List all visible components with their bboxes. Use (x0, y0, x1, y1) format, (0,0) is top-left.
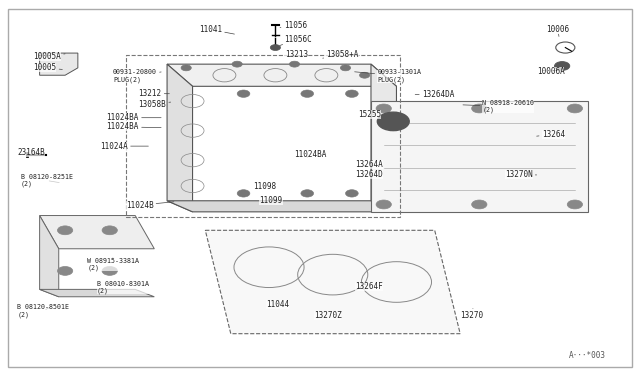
Text: 00933-1301A
PLUG(2): 00933-1301A PLUG(2) (355, 69, 421, 83)
Text: 23164B: 23164B (17, 148, 45, 157)
Text: 11099: 11099 (259, 196, 283, 205)
Circle shape (102, 266, 117, 275)
Circle shape (376, 200, 392, 209)
Text: 13270Z: 13270Z (314, 311, 341, 320)
Circle shape (346, 90, 358, 97)
Text: 10006: 10006 (546, 25, 570, 36)
Circle shape (472, 104, 487, 113)
Circle shape (376, 104, 392, 113)
Text: 11044: 11044 (266, 300, 289, 310)
Polygon shape (167, 64, 396, 86)
Text: 13264: 13264 (537, 130, 565, 139)
Text: 11024A: 11024A (100, 142, 148, 151)
Polygon shape (371, 101, 588, 212)
Text: 13212: 13212 (138, 89, 170, 98)
Text: 11056C: 11056C (280, 35, 312, 45)
Text: 13270N: 13270N (505, 170, 537, 179)
Circle shape (58, 266, 73, 275)
Circle shape (232, 61, 243, 67)
Circle shape (270, 45, 280, 51)
Text: 11024BA: 11024BA (294, 150, 327, 159)
Polygon shape (40, 215, 59, 297)
Circle shape (567, 104, 582, 113)
Circle shape (360, 72, 370, 78)
Polygon shape (40, 53, 78, 75)
Text: 13270: 13270 (460, 309, 483, 320)
Text: 00931-20800
PLUG(2): 00931-20800 PLUG(2) (113, 69, 161, 83)
Text: B 08120-8501E
(2): B 08120-8501E (2) (17, 304, 69, 318)
Text: 10005: 10005 (33, 63, 62, 72)
Text: N 08918-20610
(2): N 08918-20610 (2) (463, 100, 534, 113)
Circle shape (378, 112, 409, 131)
Circle shape (472, 200, 487, 209)
Polygon shape (40, 289, 154, 297)
Text: 11024BA: 11024BA (106, 113, 161, 122)
Polygon shape (40, 215, 154, 249)
Text: 11056: 11056 (280, 21, 307, 30)
Text: B 08010-8301A
(2): B 08010-8301A (2) (97, 281, 149, 294)
Circle shape (301, 190, 314, 197)
Text: 13264D: 13264D (355, 170, 383, 179)
Circle shape (181, 65, 191, 71)
Text: 13058B: 13058B (138, 100, 171, 109)
Polygon shape (167, 64, 193, 212)
Text: 13264DA: 13264DA (415, 90, 454, 99)
Circle shape (301, 90, 314, 97)
Text: A···*003: A···*003 (569, 351, 606, 360)
Text: 13213: 13213 (285, 51, 308, 60)
Polygon shape (205, 230, 460, 334)
Polygon shape (371, 64, 396, 212)
Text: 10005A: 10005A (33, 52, 65, 61)
Text: W 08915-3381A
(2): W 08915-3381A (2) (88, 257, 140, 271)
Text: 13058+A: 13058+A (323, 51, 359, 60)
FancyBboxPatch shape (8, 9, 632, 367)
Text: 11041: 11041 (199, 25, 234, 34)
Circle shape (554, 62, 570, 70)
Circle shape (237, 190, 250, 197)
Circle shape (237, 90, 250, 97)
Polygon shape (167, 201, 396, 212)
Text: 11024B: 11024B (125, 201, 174, 210)
Text: B 08120-8251E
(2): B 08120-8251E (2) (20, 174, 72, 187)
Text: 10006A: 10006A (537, 67, 564, 76)
Text: 15255: 15255 (358, 109, 381, 119)
Circle shape (102, 226, 117, 235)
Circle shape (567, 200, 582, 209)
Text: 13264F: 13264F (355, 282, 383, 291)
Circle shape (340, 65, 351, 71)
Text: 11098: 11098 (253, 182, 276, 191)
Circle shape (346, 190, 358, 197)
Circle shape (58, 226, 73, 235)
Circle shape (289, 61, 300, 67)
Text: 13264A: 13264A (355, 160, 383, 169)
Text: 11024BA: 11024BA (106, 122, 161, 131)
